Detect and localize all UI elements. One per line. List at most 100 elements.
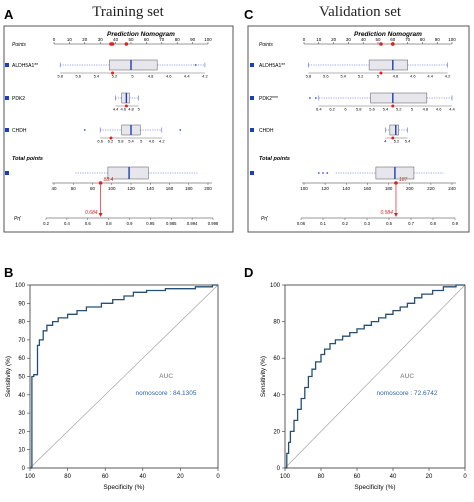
points-tick-label: 50: [128, 37, 134, 42]
total-tick-label: 80: [90, 186, 96, 191]
roc-training: 100 80 60 40 20 0 0 10 20 30 40 50 60 70 80 90 100 Specif…: [5, 283, 220, 491]
points-tick-label: 70: [405, 37, 411, 42]
probability-tick-label: 0.8: [106, 221, 112, 226]
total-tick-label: 120: [321, 186, 329, 191]
outlier-point: [314, 97, 317, 99]
x-tick-label: 60: [102, 474, 109, 480]
total-tick-label: 220: [427, 186, 435, 191]
row-marker: [250, 128, 254, 132]
nomogram-validation: Prediction Nomogram Points 0 10 20 30 40 50 60 70…: [250, 31, 459, 226]
nomogram-training: Prediction Nomogram Points 0 10 20 30 40 50 60 70…: [5, 31, 219, 226]
predictor-tick-label: 5.2: [358, 74, 364, 79]
predictor-label: CHDH: [12, 128, 27, 134]
predictor-tick-label: 5.8: [57, 74, 63, 79]
selected-value-marker: [391, 104, 395, 108]
x-axis-label: Specificity (%): [354, 484, 395, 491]
predictor-tick-label: 5.4: [94, 74, 100, 79]
total-tick-label: 240: [448, 186, 456, 191]
probability-axis-label: Pr(: [261, 216, 269, 222]
y-tick-label: 50: [18, 375, 25, 381]
outlier-point: [317, 172, 320, 174]
selected-value-marker: [109, 136, 113, 140]
panel-c-title: Validation set: [319, 4, 402, 20]
reference-diagonal: [29, 284, 219, 469]
points-axis-label: Points: [12, 42, 26, 48]
y-tick-label: 80: [273, 320, 280, 326]
predictor-tick-label: 6.2: [108, 139, 114, 144]
probability-marked-value: 0.684: [85, 210, 98, 216]
outlier-point: [194, 64, 197, 66]
y-tick-label: 40: [18, 393, 25, 399]
roc-validation: 100 80 60 40 20 0 0 20 40 60 80 100 Specificity (%) S…: [260, 283, 467, 491]
box: [389, 124, 399, 136]
predictor-tick-label: 5: [377, 74, 380, 79]
predictor-tick-label: 4: [384, 139, 387, 144]
total-points-label: Total points: [259, 156, 290, 162]
total-tick-label: 180: [385, 186, 393, 191]
predictor-label: ALDH5A1**: [259, 63, 285, 69]
predictor-tick-label: 6: [344, 107, 347, 112]
y-axis-label: Sensitivity (%): [260, 356, 267, 397]
predictor-tick-label: 4.4: [449, 107, 455, 112]
outlier-point: [309, 97, 311, 99]
predictor-tick-label: 6.6: [97, 139, 103, 144]
points-tick-label: 70: [159, 37, 165, 42]
probability-tick-label: 0.9: [452, 221, 458, 226]
predictor-label: ALDH5A1**: [12, 63, 38, 69]
total-tick-label: 160: [166, 186, 174, 191]
row-marker: [5, 96, 9, 100]
predictor-tick-label: 4.6: [410, 74, 416, 79]
panel-letter-c: C: [244, 7, 254, 22]
points-tick-label: 10: [316, 37, 322, 42]
y-axis-label: Sensitivity (%): [5, 356, 12, 397]
predictor-tick-label: 5.6: [369, 107, 375, 112]
nomogram-title: Prediction Nomogram: [354, 31, 422, 38]
box: [368, 59, 408, 71]
total-tick-label: 100: [108, 186, 116, 191]
points-tick-label: 100: [448, 37, 456, 42]
total-tick-label: 100: [300, 186, 308, 191]
reference-diagonal: [284, 284, 466, 469]
x-tick-label: 100: [25, 474, 36, 480]
predictor-tick-label: 4.8: [423, 107, 429, 112]
points-tick-label: 60: [144, 37, 150, 42]
predictor-tick-label: 5.2: [112, 74, 118, 79]
auc-value: nomoscore : 72.6742: [376, 390, 437, 397]
points-tick-label: 50: [375, 37, 381, 42]
probability-marked-value: 0.584: [380, 210, 393, 216]
row-marker: [250, 171, 254, 175]
row-marker: [5, 128, 9, 132]
probability-tick-label: 0.1: [320, 221, 326, 226]
selected-points-marker: [124, 42, 129, 46]
x-tick-label: 40: [139, 474, 146, 480]
total-marked-point: [98, 181, 103, 185]
x-tick-label: 20: [177, 474, 184, 480]
predictor-tick-label: 4.6: [149, 139, 155, 144]
total-tick-label: 200: [204, 186, 212, 191]
predictor-tick-label: 5.4: [128, 139, 134, 144]
points-tick-label: 100: [204, 37, 212, 42]
y-tick-label: 40: [273, 393, 280, 399]
y-tick-label: 30: [18, 411, 25, 417]
points-tick-label: 30: [98, 37, 104, 42]
panel-letter-b: B: [4, 265, 13, 280]
predictor-tick-label: 4.4: [184, 74, 190, 79]
roc-curve: [30, 284, 218, 469]
probability-arrow: [393, 213, 398, 217]
x-tick-label: 100: [280, 474, 291, 480]
row-marker: [5, 63, 9, 67]
predictor-tick-label: 5.6: [75, 74, 81, 79]
points-tick-label: 40: [113, 37, 119, 42]
predictor-tick-label: 5: [138, 107, 141, 112]
plot-frame: [284, 284, 466, 469]
outlier-point: [179, 129, 182, 131]
total-tick-label: 120: [127, 186, 135, 191]
total-tick-label: 200: [406, 186, 414, 191]
selected-points-marker: [109, 42, 113, 46]
predictor-tick-label: 5: [131, 74, 134, 79]
x-tick-label: 20: [426, 474, 433, 480]
points-tick-label: 60: [390, 37, 396, 42]
predictor-tick-label: 5.4: [405, 139, 411, 144]
panel-c-frame: [247, 25, 470, 233]
predictor-tick-label: 4.8: [393, 74, 399, 79]
